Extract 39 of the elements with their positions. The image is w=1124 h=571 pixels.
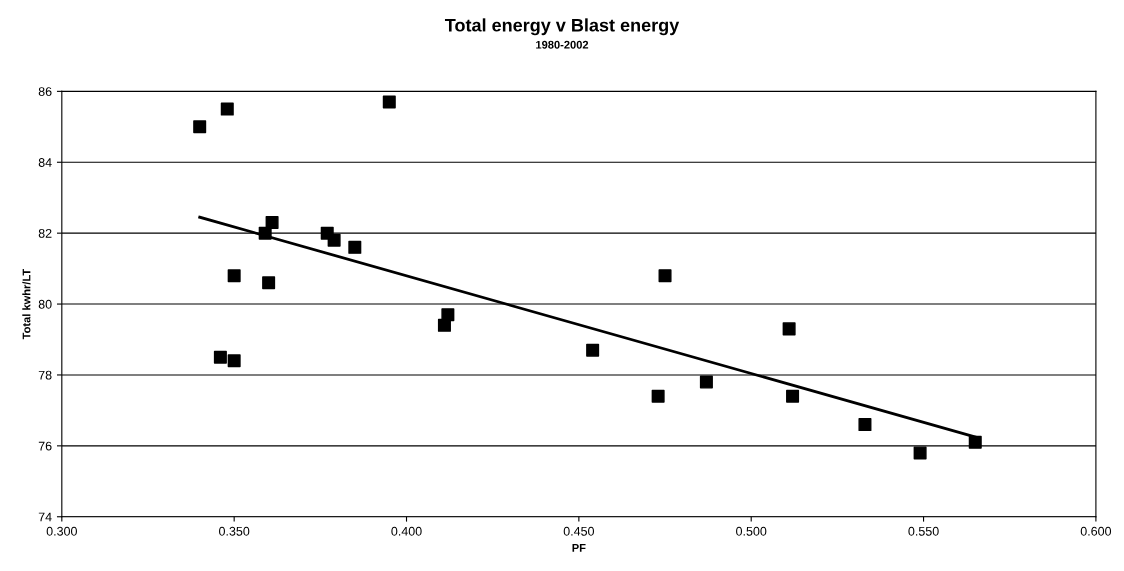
y-tick-label: 86 [38, 87, 52, 97]
point [227, 269, 241, 283]
x-axis-title: PF [572, 544, 586, 552]
x-tick-label: 0.450 [563, 526, 595, 536]
y-tick-label: 76 [38, 441, 52, 451]
point [193, 120, 207, 134]
y-tick-label: 78 [38, 370, 52, 380]
x-tick-label: 0.300 [46, 526, 77, 536]
point [220, 102, 234, 116]
chart-title: Total energy v Blast energy [444, 18, 680, 36]
point [258, 226, 272, 240]
y-tick-label: 80 [38, 299, 52, 309]
x-tick-label: 0.600 [1080, 526, 1112, 536]
point [262, 276, 276, 290]
point [265, 216, 279, 230]
point [968, 435, 982, 449]
y-tick-label: 74 [38, 512, 52, 522]
x-tick-label: 0.500 [736, 526, 767, 536]
point [858, 418, 872, 432]
point [658, 269, 672, 283]
point [651, 389, 665, 403]
point [586, 343, 600, 357]
x-tick-label: 0.400 [391, 526, 422, 536]
point [699, 375, 713, 389]
point [441, 308, 455, 322]
y-axis-title: Total kwhr/LT [22, 268, 31, 340]
point [913, 446, 927, 460]
point [327, 233, 341, 247]
point [227, 354, 241, 368]
x-tick-label: 0.350 [219, 526, 250, 536]
point [782, 322, 796, 336]
chart-subtitle: 1980-2002 [536, 40, 589, 49]
y-tick-label: 82 [38, 228, 52, 238]
point [382, 95, 396, 109]
point [213, 350, 227, 364]
y-tick-label: 84 [38, 158, 52, 167]
point [348, 240, 362, 254]
x-tick-label: 0.550 [908, 526, 939, 536]
point [786, 389, 800, 403]
